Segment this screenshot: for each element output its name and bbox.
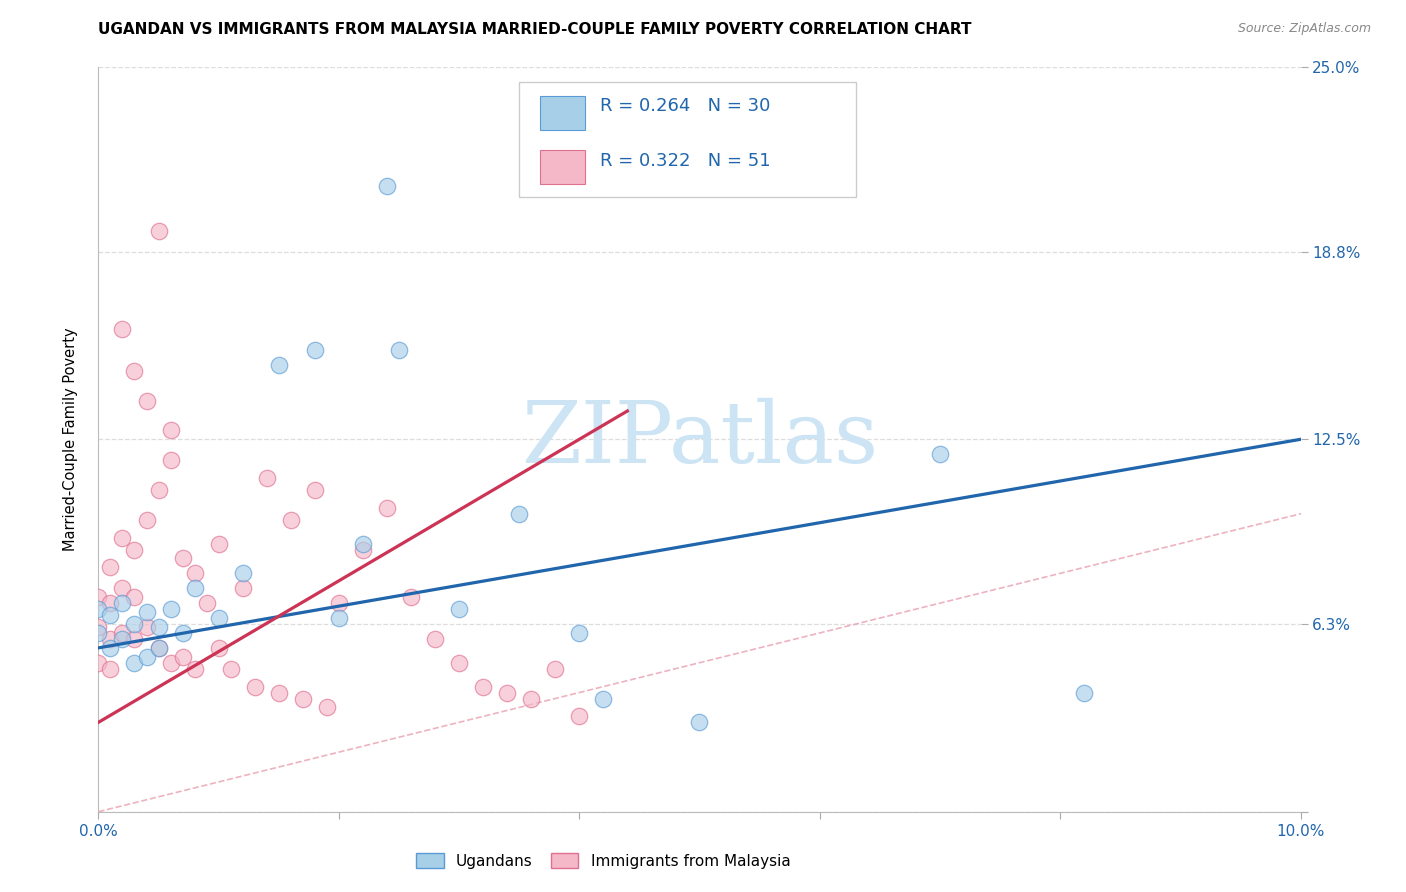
Point [399, 591, 422, 605]
Point [87, 602, 110, 616]
Point [87, 626, 110, 640]
Bar [540, 96, 585, 130]
Point [508, 507, 530, 521]
Text: R = 0.322   N = 51: R = 0.322 N = 51 [600, 153, 770, 170]
Point [100, 608, 122, 623]
Legend: Ugandans, Immigrants from Malaysia: Ugandans, Immigrants from Malaysia [411, 847, 797, 875]
Point [592, 691, 614, 706]
Point [135, 620, 157, 634]
Point [328, 611, 350, 625]
Point [135, 513, 157, 527]
Point [124, 656, 146, 670]
Point [423, 632, 446, 646]
Point [328, 596, 350, 610]
Text: R = 0.264   N = 30: R = 0.264 N = 30 [600, 97, 770, 115]
Point [87, 620, 110, 634]
Y-axis label: Married-Couple Family Poverty: Married-Couple Family Poverty [63, 327, 77, 551]
Point [111, 626, 134, 640]
Point [568, 626, 591, 640]
Point [172, 649, 194, 664]
Point [256, 471, 278, 485]
FancyBboxPatch shape [519, 82, 856, 197]
Point [352, 536, 374, 550]
Point [100, 596, 122, 610]
Point [159, 602, 181, 616]
Point [87, 656, 110, 670]
Point [496, 685, 519, 699]
Point [291, 691, 314, 706]
Point [243, 680, 266, 694]
Point [232, 566, 254, 581]
Point [447, 602, 470, 616]
Point [388, 343, 411, 357]
Bar [540, 150, 585, 184]
Point [280, 513, 302, 527]
Point [375, 179, 398, 194]
Point [124, 542, 146, 557]
Text: ZIPatlas: ZIPatlas [520, 398, 879, 481]
Point [267, 358, 290, 372]
Point [159, 656, 181, 670]
Point [568, 709, 591, 723]
Point [375, 500, 398, 515]
Point [352, 542, 374, 557]
Point [111, 322, 134, 336]
Point [148, 483, 170, 497]
Point [100, 632, 122, 646]
Point [148, 640, 170, 655]
Point [135, 393, 157, 408]
Point [219, 662, 242, 676]
Point [304, 343, 326, 357]
Point [111, 582, 134, 596]
Point [195, 596, 218, 610]
Text: Source: ZipAtlas.com: Source: ZipAtlas.com [1237, 22, 1371, 36]
Point [124, 591, 146, 605]
Point [172, 626, 194, 640]
Point [1073, 685, 1095, 699]
Point [87, 591, 110, 605]
Point [148, 640, 170, 655]
Point [304, 483, 326, 497]
Point [159, 423, 181, 437]
Point [208, 640, 231, 655]
Point [124, 617, 146, 632]
Point [135, 605, 157, 619]
Point [447, 656, 470, 670]
Text: UGANDAN VS IMMIGRANTS FROM MALAYSIA MARRIED-COUPLE FAMILY POVERTY CORRELATION CH: UGANDAN VS IMMIGRANTS FROM MALAYSIA MARR… [98, 22, 972, 37]
Point [183, 566, 205, 581]
Point [183, 662, 205, 676]
Point [267, 685, 290, 699]
Point [100, 640, 122, 655]
Point [183, 582, 205, 596]
Point [135, 649, 157, 664]
Point [208, 611, 231, 625]
Point [472, 680, 495, 694]
Point [172, 551, 194, 566]
Point [689, 715, 711, 730]
Point [124, 364, 146, 378]
Point [148, 224, 170, 238]
Point [111, 632, 134, 646]
Point [315, 700, 337, 714]
Point [100, 560, 122, 574]
Point [520, 691, 543, 706]
Point [111, 596, 134, 610]
Point [111, 531, 134, 545]
Point [232, 582, 254, 596]
Point [929, 447, 952, 461]
Point [159, 453, 181, 467]
Point [208, 536, 231, 550]
Point [148, 620, 170, 634]
Point [544, 662, 567, 676]
Point [124, 632, 146, 646]
Point [100, 662, 122, 676]
